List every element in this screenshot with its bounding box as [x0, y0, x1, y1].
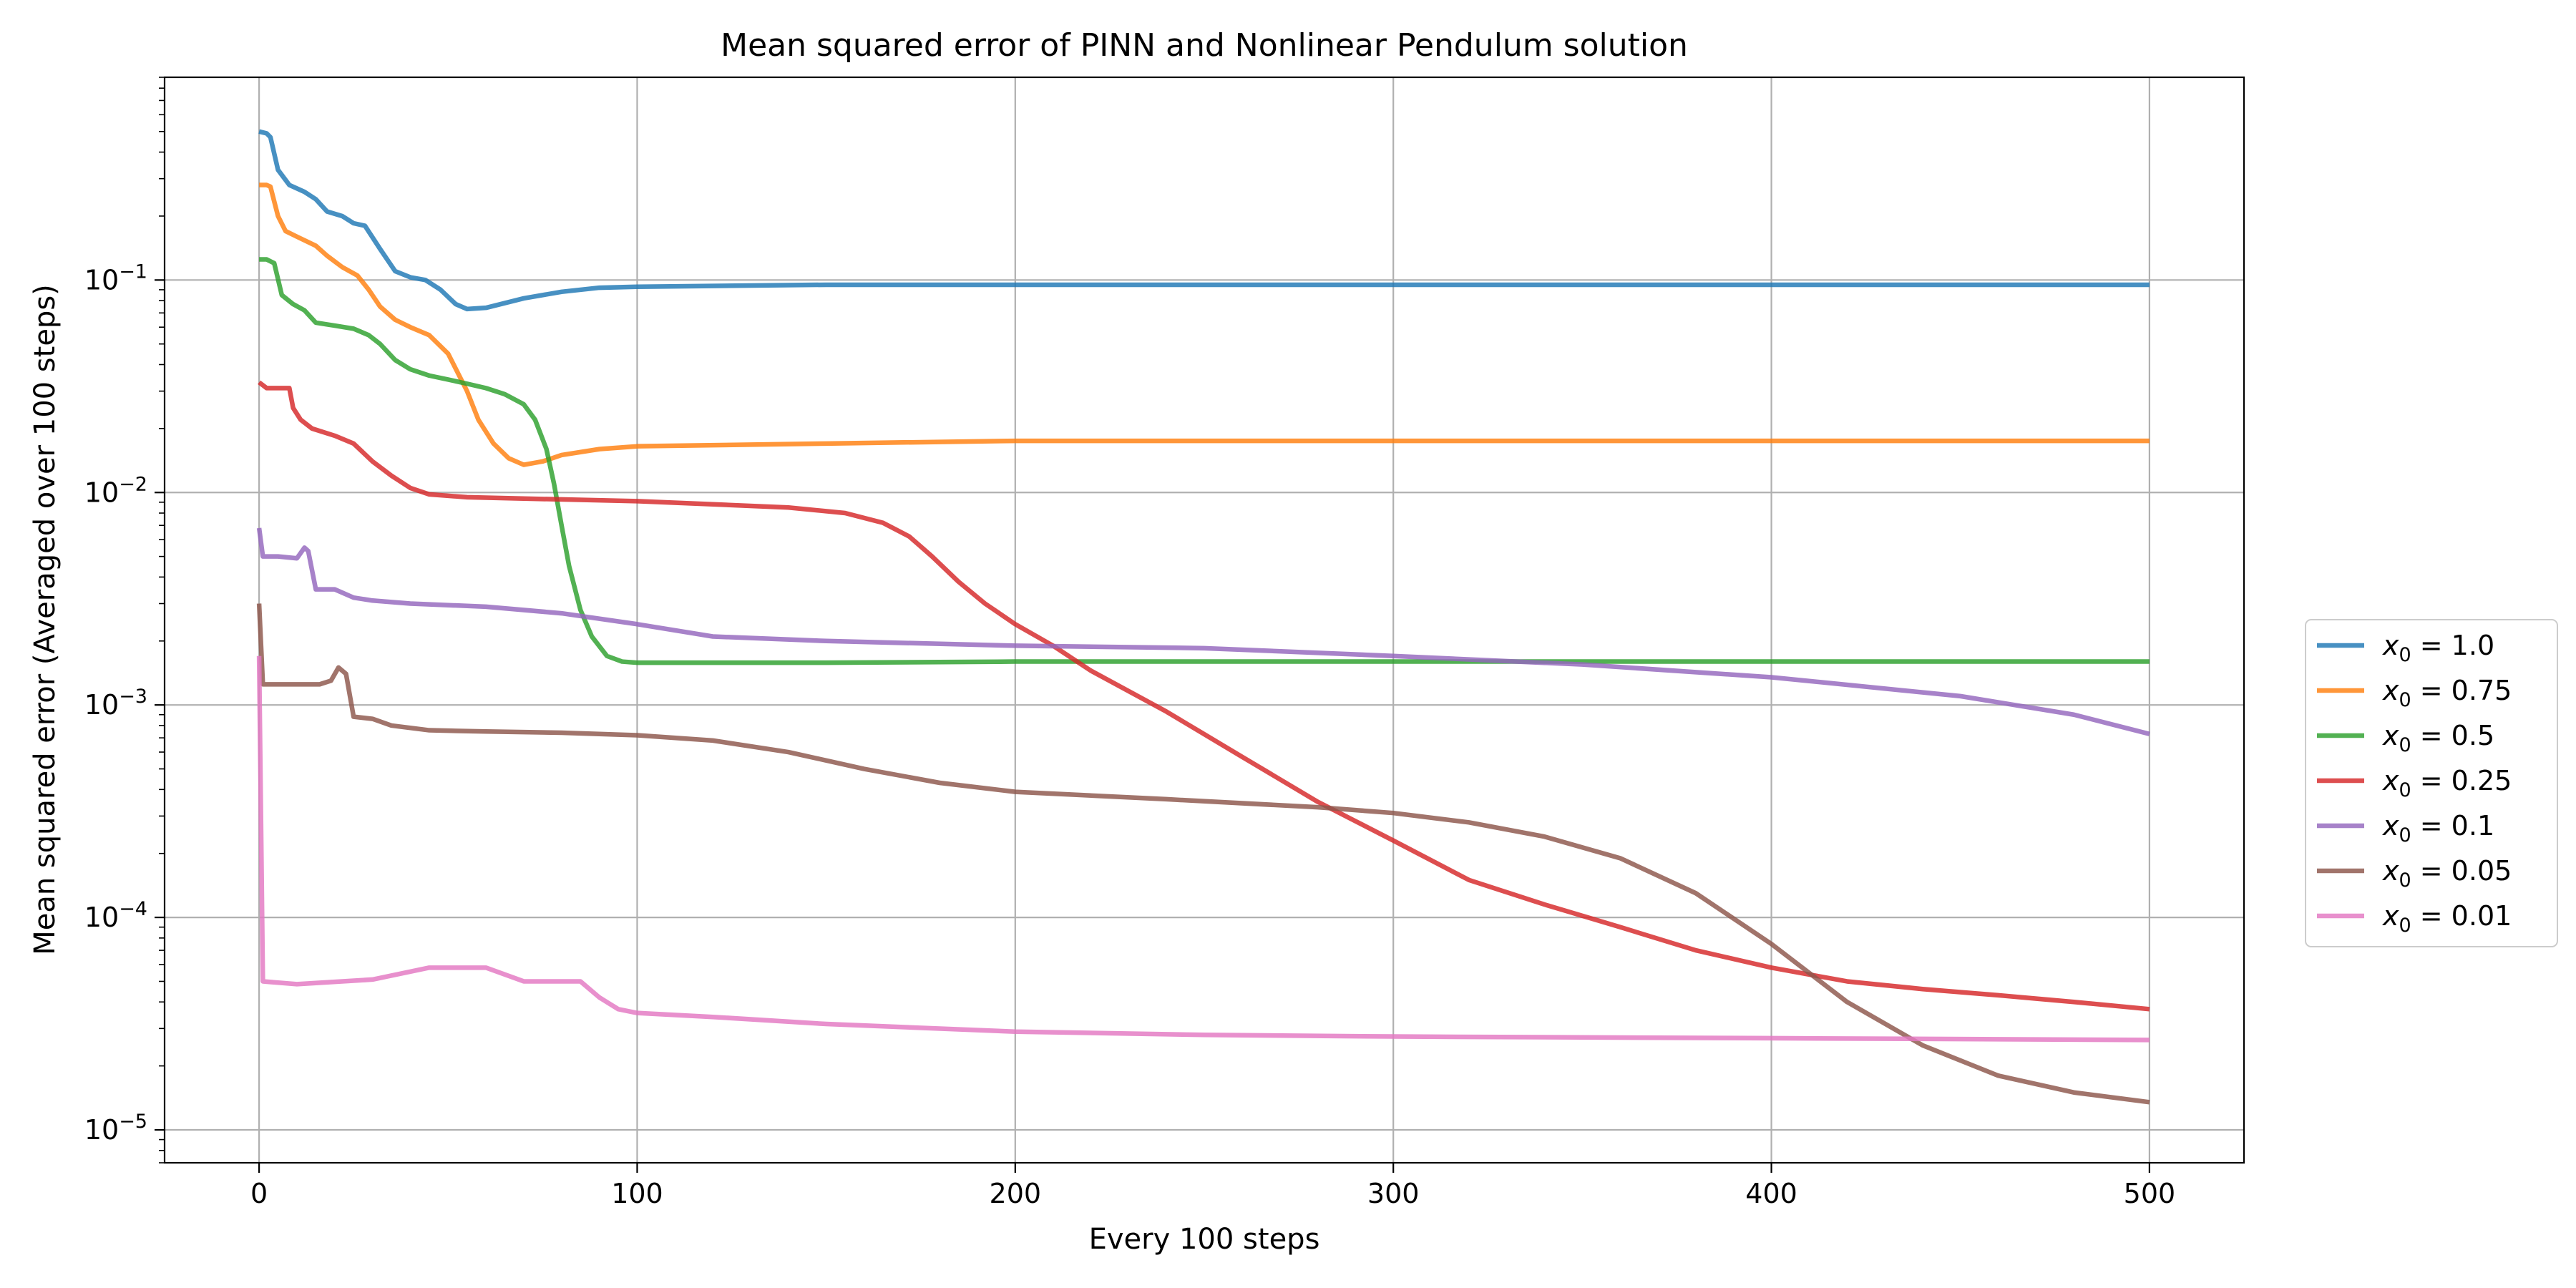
y-tick-label: 10−3	[84, 686, 147, 721]
legend-label-value: = 0.75	[2411, 675, 2512, 706]
x-axis: 0 100 200 300 400 500	[250, 1163, 2175, 1209]
series-layer	[256, 129, 2150, 1105]
chart-title: Mean squared error of PINN and Nonlinear…	[721, 27, 1688, 64]
y-tick-label: 10−5	[84, 1111, 147, 1146]
legend-label-value: = 0.01	[2411, 900, 2512, 932]
series-line-4	[256, 527, 2150, 736]
series-line-3	[258, 380, 2150, 1012]
legend-label-var: x	[2382, 765, 2399, 796]
legend-label: x0 = 1.0	[2382, 630, 2494, 666]
legend-label-value: = 0.25	[2411, 765, 2512, 796]
x-tick-label: 500	[2124, 1178, 2176, 1209]
legend-entry: x0 = 1.0	[2317, 630, 2494, 666]
y-tick-exponent: −2	[119, 473, 147, 495]
plot-background	[165, 77, 2244, 1163]
legend-label-var: x	[2382, 675, 2399, 706]
legend-label-sub: 0	[2399, 824, 2411, 847]
legend-label-value: = 1.0	[2411, 630, 2494, 661]
legend-label-sub: 0	[2399, 869, 2411, 892]
y-axis-label: Mean squared error (Averaged over 100 st…	[29, 284, 62, 955]
x-tick-label: 300	[1367, 1178, 1420, 1209]
y-tick-label: 10−1	[84, 260, 147, 296]
y-tick-exponent: −5	[119, 1111, 147, 1133]
x-tick-label: 200	[990, 1178, 1042, 1209]
legend-entry: x0 = 0.05	[2317, 855, 2512, 892]
legend-label: x0 = 0.75	[2382, 675, 2512, 711]
series-line-2	[259, 257, 2150, 665]
legend-entry: x0 = 0.1	[2317, 810, 2494, 847]
series-line-0	[258, 129, 2150, 312]
y-tick-base: 10	[84, 902, 119, 933]
y-tick-base: 10	[84, 264, 119, 296]
y-tick-label: 10−4	[84, 898, 147, 933]
legend-label-value: = 0.1	[2411, 810, 2494, 841]
legend-label-sub: 0	[2399, 644, 2411, 666]
y-tick-exponent: −4	[119, 898, 147, 920]
y-tick-label: 10−2	[84, 473, 147, 508]
legend-label-value: = 0.05	[2411, 855, 2512, 887]
legend-entry: x0 = 0.75	[2317, 675, 2512, 711]
y-tick-exponent: −1	[119, 260, 147, 283]
y-tick-exponent: −3	[119, 686, 147, 708]
legend-label-sub: 0	[2399, 914, 2411, 937]
legend-entry: x0 = 0.01	[2317, 900, 2512, 937]
series-line-5	[256, 603, 2150, 1105]
series-line-6	[256, 655, 2150, 1043]
legend-label-var: x	[2382, 810, 2399, 841]
legend-label-sub: 0	[2399, 734, 2411, 756]
y-tick-base: 10	[84, 1114, 119, 1146]
legend-entry: x0 = 0.25	[2317, 765, 2512, 801]
x-tick-label: 400	[1745, 1178, 1797, 1209]
series-line-1	[259, 182, 2150, 467]
legend-label: x0 = 0.05	[2382, 855, 2512, 892]
y-tick-base: 10	[84, 477, 119, 508]
plot-area: 0 100 200 300 400 500 10−510−410−310−210−1	[84, 76, 2245, 1209]
x-tick-label: 0	[250, 1178, 268, 1209]
legend-label: x0 = 0.25	[2382, 765, 2512, 801]
y-axis: 10−510−410−310−210−1	[84, 77, 165, 1163]
x-axis-label: Every 100 steps	[1089, 1223, 1320, 1256]
legend-entry: x0 = 0.5	[2317, 720, 2494, 756]
legend-box	[2305, 619, 2558, 947]
legend-label-sub: 0	[2399, 779, 2411, 801]
legend-label: x0 = 0.5	[2382, 720, 2494, 756]
legend-label-var: x	[2382, 630, 2399, 661]
legend-label-var: x	[2382, 855, 2399, 887]
legend-label-value: = 0.5	[2411, 720, 2494, 751]
legend-label-var: x	[2382, 720, 2399, 751]
legend-label: x0 = 0.01	[2382, 900, 2512, 937]
x-tick-label: 100	[611, 1178, 663, 1209]
legend-label-sub: 0	[2399, 689, 2411, 711]
plot-frame	[163, 76, 2245, 1164]
grid-layer	[165, 77, 2244, 1163]
legend-label: x0 = 0.1	[2382, 810, 2494, 847]
y-tick-base: 10	[84, 689, 119, 721]
legend-label-var: x	[2382, 900, 2399, 932]
